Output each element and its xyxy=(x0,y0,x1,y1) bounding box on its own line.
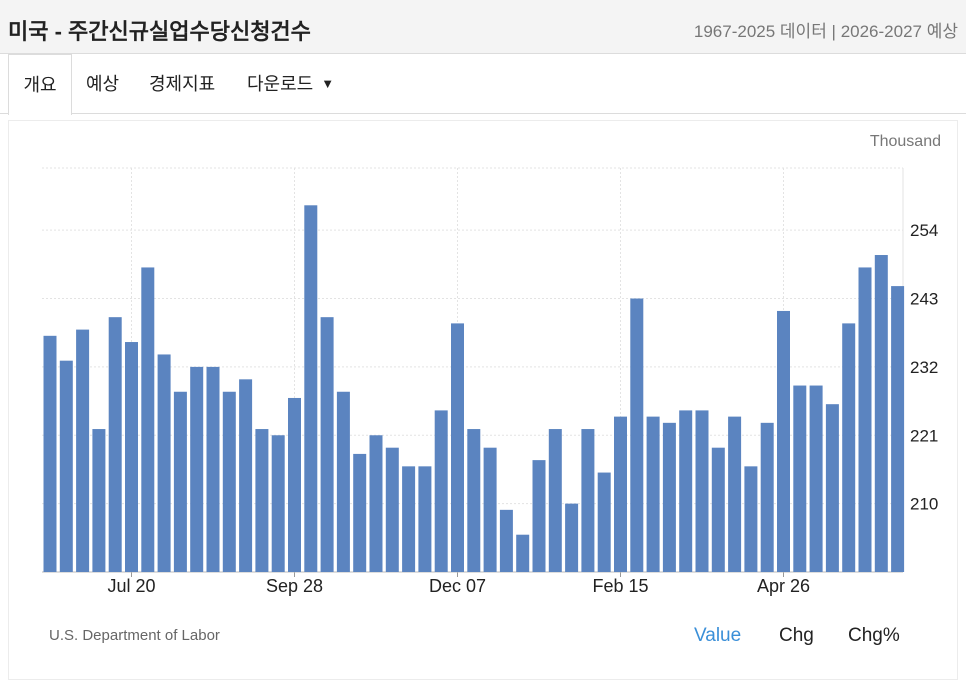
bar[interactable] xyxy=(141,267,155,572)
bar[interactable] xyxy=(777,310,790,572)
bar[interactable] xyxy=(190,366,204,572)
bar[interactable] xyxy=(206,366,220,572)
chg-toggle[interactable]: Chg xyxy=(779,625,814,646)
bar[interactable] xyxy=(43,335,57,572)
bar[interactable] xyxy=(499,509,513,572)
y-tick-label: 221 xyxy=(910,426,938,445)
bar[interactable] xyxy=(597,472,611,572)
bar[interactable] xyxy=(532,460,546,572)
x-tick-label: Dec 07 xyxy=(429,576,486,596)
y-tick-label: 254 xyxy=(910,221,938,240)
bar[interactable] xyxy=(418,466,432,572)
bar[interactable] xyxy=(125,342,138,572)
bar[interactable] xyxy=(402,466,416,572)
bar[interactable] xyxy=(793,385,807,572)
bar[interactable] xyxy=(320,317,334,572)
bar[interactable] xyxy=(581,429,595,572)
page-header: 미국 - 주간신규실업수당신청건수 1967-2025 데이터 | 2026-2… xyxy=(0,0,966,54)
y-tick-label: 232 xyxy=(910,358,938,377)
bar[interactable] xyxy=(385,447,399,572)
bar[interactable] xyxy=(157,354,171,572)
bar[interactable] xyxy=(271,435,285,572)
bar[interactable] xyxy=(173,391,187,572)
bar[interactable] xyxy=(336,391,350,572)
bar[interactable] xyxy=(695,410,709,572)
data-range-subtitle: 1967-2025 데이터 | 2026-2027 예상 xyxy=(693,22,958,41)
page-title: 미국 - 주간신규실업수당신청건수 xyxy=(8,19,311,44)
bar[interactable] xyxy=(825,404,839,572)
bar[interactable] xyxy=(483,447,497,572)
y-tick-label: 243 xyxy=(910,290,938,309)
bar[interactable] xyxy=(288,397,301,572)
bar[interactable] xyxy=(434,410,448,572)
tab-download-label: 다운로드 xyxy=(247,74,314,94)
bar[interactable] xyxy=(842,323,856,572)
tab-indicators-label: 경제지표 xyxy=(149,74,216,94)
source-label: U.S. Department of Labor xyxy=(49,627,220,644)
bar[interactable] xyxy=(108,317,122,572)
bar[interactable] xyxy=(679,410,693,572)
tab-overview[interactable]: 개요 xyxy=(8,54,72,115)
bar[interactable] xyxy=(711,447,725,572)
bar[interactable] xyxy=(630,298,644,572)
bar[interactable] xyxy=(874,255,888,572)
bar[interactable] xyxy=(614,416,627,572)
bar[interactable] xyxy=(646,416,660,572)
bar[interactable] xyxy=(565,503,579,572)
tab-indicators[interactable]: 경제지표 xyxy=(149,54,215,114)
bar[interactable] xyxy=(255,429,269,572)
bar[interactable] xyxy=(467,429,481,572)
x-tick-label: Feb 15 xyxy=(592,576,648,596)
tab-bar: 개요 예상 경제지표 다운로드 ▼ xyxy=(0,54,966,115)
bar[interactable] xyxy=(809,385,823,572)
bar[interactable] xyxy=(239,379,253,572)
tab-forecast-label: 예상 xyxy=(86,74,120,94)
unit-label: Thousand xyxy=(870,133,941,150)
tab-forecast[interactable]: 예상 xyxy=(86,54,119,114)
value-toggle[interactable]: Value xyxy=(694,625,742,646)
chart-panel xyxy=(8,120,958,680)
x-tick-label: Apr 26 xyxy=(757,576,810,596)
bar[interactable] xyxy=(516,534,530,572)
chg-percent-toggle[interactable]: Chg% xyxy=(848,625,900,646)
tab-download[interactable]: 다운로드 ▼ xyxy=(247,54,334,114)
bar[interactable] xyxy=(548,429,562,572)
bar[interactable] xyxy=(744,466,758,572)
bar[interactable] xyxy=(728,416,742,572)
x-tick-label: Sep 28 xyxy=(266,576,323,596)
bar[interactable] xyxy=(76,329,90,572)
bar[interactable] xyxy=(662,422,676,572)
x-tick-label: Jul 20 xyxy=(107,576,155,596)
bar[interactable] xyxy=(304,205,318,573)
bar[interactable] xyxy=(369,435,383,572)
bar[interactable] xyxy=(92,429,106,572)
bar[interactable] xyxy=(858,267,872,572)
bar[interactable] xyxy=(451,323,464,572)
bar[interactable] xyxy=(353,453,367,572)
bar[interactable] xyxy=(760,422,774,572)
bar[interactable] xyxy=(59,360,73,572)
bar[interactable] xyxy=(891,286,905,572)
y-tick-label: 210 xyxy=(910,495,938,514)
tab-overview-label: 개요 xyxy=(23,75,57,95)
caret-down-icon: ▼ xyxy=(321,76,335,91)
bar[interactable] xyxy=(222,391,236,572)
